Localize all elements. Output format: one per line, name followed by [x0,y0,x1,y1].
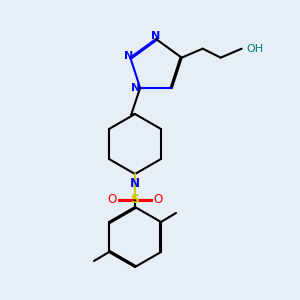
Text: N: N [130,177,140,190]
Text: N: N [131,83,140,93]
Text: O: O [153,193,162,206]
Text: O: O [108,193,117,206]
Text: OH: OH [246,44,263,54]
Text: N: N [152,31,160,41]
Text: S: S [130,193,140,206]
Text: N: N [124,51,134,61]
